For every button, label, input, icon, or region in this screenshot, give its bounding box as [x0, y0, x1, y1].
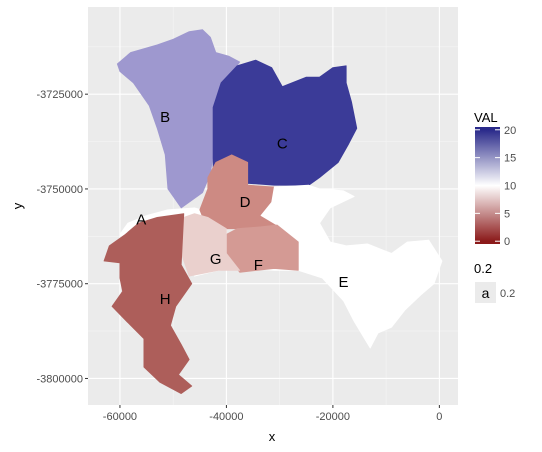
x-axis-title: x: [269, 429, 276, 444]
x-tick-label: -20000: [316, 411, 350, 423]
legend-colorbar-ticks: 0 5 10 15 20: [475, 125, 516, 248]
region-label-d: D: [240, 194, 251, 211]
y-tick-label: -3800000: [37, 373, 84, 385]
y-axis: -3725000 -3750000 -3775000 -3800000: [37, 89, 88, 385]
region-label-g: G: [210, 251, 222, 268]
region-labels: A B C D E F G H: [136, 109, 348, 308]
region-label-h: H: [160, 291, 171, 308]
colorbar-tick-label: 5: [504, 208, 510, 220]
legend-size-label: 0.2: [500, 288, 515, 300]
region-label-c: C: [277, 135, 288, 152]
region-label-b: B: [160, 109, 170, 126]
colorbar-tick-label: 20: [504, 125, 516, 137]
legend: VAL 0 5 10 15 20 0.2 a 0.2: [474, 110, 516, 303]
legend-fill-title: VAL: [474, 110, 498, 125]
region-label-a: A: [136, 211, 146, 228]
y-tick-label: -3725000: [37, 89, 84, 101]
x-tick-label: 0: [436, 411, 442, 423]
x-tick-label: -60000: [103, 411, 137, 423]
y-tick-label: -3750000: [37, 184, 84, 196]
colorbar-tick-label: 15: [504, 153, 516, 165]
colorbar-tick-label: 0: [504, 236, 510, 248]
colorbar-tick-label: 10: [504, 181, 516, 193]
y-tick-label: -3775000: [37, 279, 84, 291]
legend-size-title: 0.2: [474, 261, 492, 276]
region-g: [180, 213, 241, 277]
x-axis: -60000 -40000 -20000 0: [103, 405, 442, 423]
legend-size-key-text: a: [482, 285, 490, 301]
region-label-f: F: [254, 257, 263, 274]
x-tick-label: -40000: [209, 411, 243, 423]
region-label-e: E: [339, 274, 349, 291]
y-axis-title: y: [10, 202, 25, 209]
region-h: [103, 213, 193, 394]
regions: [103, 29, 443, 394]
legend-size-key: [475, 282, 496, 303]
